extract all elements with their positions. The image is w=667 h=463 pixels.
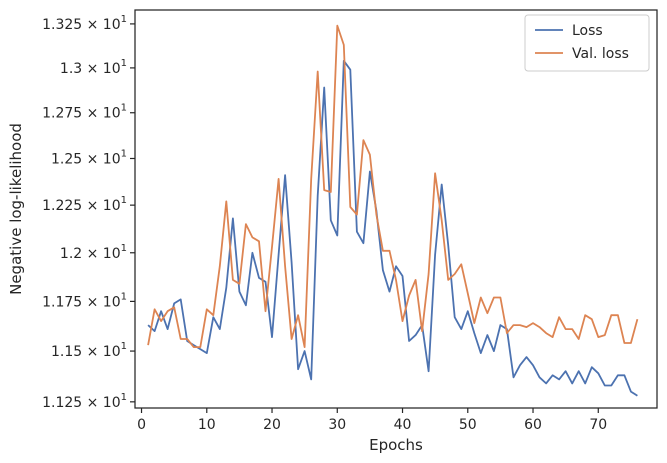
x-axis-label: Epochs bbox=[369, 436, 423, 454]
series-line-val-loss bbox=[147, 24, 639, 349]
y-ticks: 1.125 × 101 1.15 × 101 1.175 × 101 1.2 × 10… bbox=[42, 14, 135, 411]
y-tick-label: 1.3 × 101 bbox=[60, 58, 127, 77]
y-tick-label: 1.175 × 101 bbox=[42, 291, 127, 310]
legend-label: Loss bbox=[572, 23, 603, 39]
legend: Loss Val. loss bbox=[524, 14, 650, 72]
legend-box bbox=[524, 14, 650, 72]
y-tick-label: 1.15 × 101 bbox=[51, 341, 127, 360]
x-tick-label: 50 bbox=[459, 417, 477, 433]
x-ticks: 0 10 20 30 40 50 60 70 bbox=[137, 408, 607, 433]
plot-frame bbox=[134, 9, 658, 409]
legend-label: Val. loss bbox=[572, 46, 629, 62]
x-tick-label: 30 bbox=[328, 417, 346, 433]
series-line-loss bbox=[147, 59, 638, 397]
x-tick-label: 40 bbox=[394, 417, 412, 433]
y-axis-label: Negative log-likelihood bbox=[7, 123, 25, 295]
x-tick-label: 20 bbox=[263, 417, 281, 433]
y-tick-label: 1.125 × 101 bbox=[42, 392, 127, 411]
y-tick-label: 1.25 × 101 bbox=[51, 148, 127, 167]
x-tick-label: 0 bbox=[137, 417, 146, 433]
y-tick-label: 1.225 × 101 bbox=[42, 195, 127, 214]
x-tick-label: 60 bbox=[524, 417, 542, 433]
y-tick-label: 1.275 × 101 bbox=[42, 103, 127, 122]
series-lines bbox=[147, 24, 639, 397]
x-tick-label: 10 bbox=[198, 417, 216, 433]
y-tick-label: 1.2 × 101 bbox=[60, 243, 127, 262]
x-tick-label: 70 bbox=[589, 417, 607, 433]
y-tick-label: 1.325 × 101 bbox=[42, 14, 127, 33]
